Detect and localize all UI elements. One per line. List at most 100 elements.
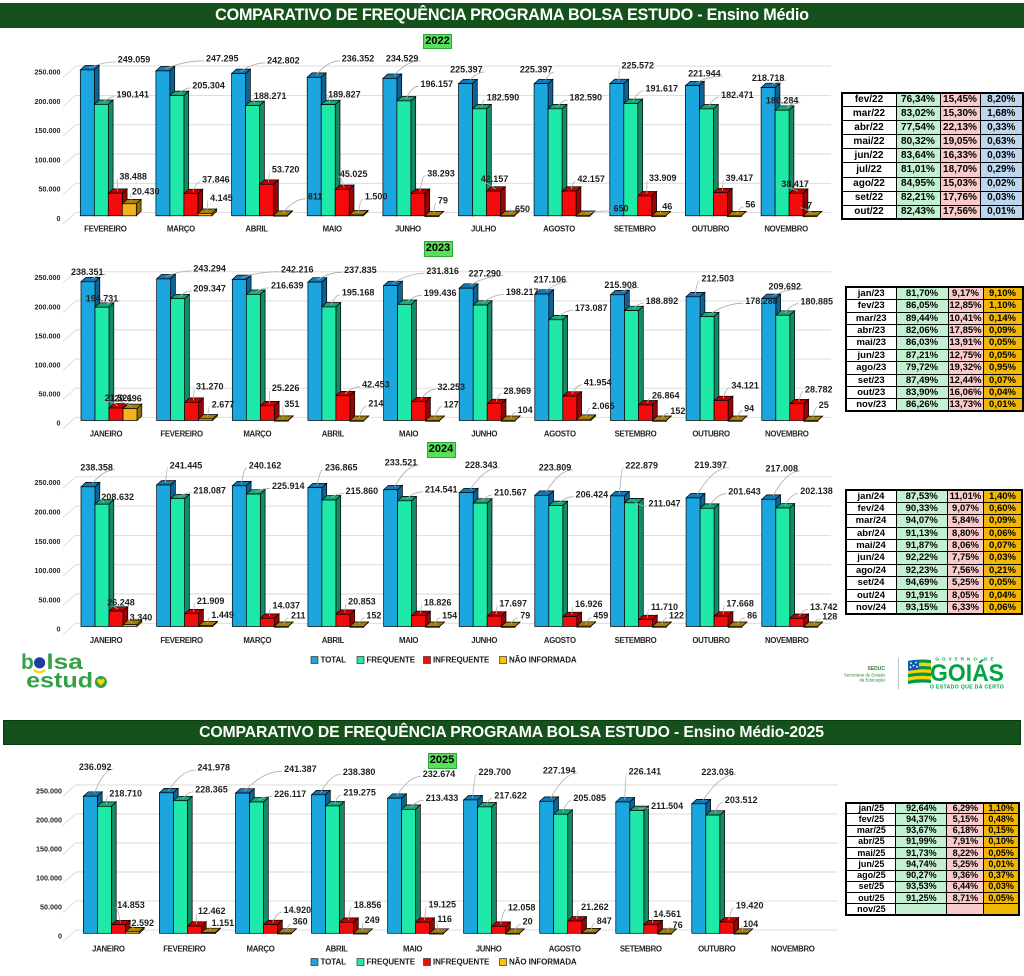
- svg-text:650: 650: [613, 204, 628, 214]
- svg-text:811: 811: [308, 192, 323, 202]
- svg-text:12.058: 12.058: [508, 902, 536, 912]
- svg-text:218.718: 218.718: [752, 73, 785, 83]
- svg-text:JANEIRO: JANEIRO: [92, 945, 125, 954]
- svg-text:238.380: 238.380: [343, 767, 376, 777]
- svg-text:41.954: 41.954: [584, 378, 612, 388]
- svg-text:351: 351: [284, 399, 299, 409]
- svg-text:AGOSTO: AGOSTO: [544, 636, 576, 645]
- svg-text:180.284: 180.284: [766, 95, 799, 105]
- svg-text:SETEMBRO: SETEMBRO: [615, 429, 657, 438]
- svg-text:20: 20: [523, 917, 533, 927]
- svg-text:SEDUC: SEDUC: [867, 666, 885, 672]
- svg-text:1.449: 1.449: [211, 610, 234, 620]
- svg-text:JULHO: JULHO: [471, 225, 496, 234]
- svg-text:45.025: 45.025: [340, 169, 368, 179]
- svg-text:46: 46: [662, 202, 672, 212]
- svg-text:228.365: 228.365: [195, 785, 228, 795]
- svg-text:14.561: 14.561: [653, 909, 681, 919]
- svg-text:38.417: 38.417: [781, 179, 809, 189]
- svg-text:0: 0: [57, 214, 61, 223]
- svg-text:28.969: 28.969: [504, 386, 532, 396]
- svg-text:214: 214: [368, 399, 383, 409]
- svg-text:FEVEREIRO: FEVEREIRO: [84, 225, 127, 234]
- svg-text:182.590: 182.590: [570, 93, 603, 103]
- svg-text:225.397: 225.397: [520, 65, 553, 75]
- svg-text:25.226: 25.226: [272, 383, 300, 393]
- svg-text:NÃO INFORMADA: NÃO INFORMADA: [509, 656, 577, 665]
- svg-text:200.000: 200.000: [36, 815, 62, 824]
- svg-text:TOTAL: TOTAL: [321, 656, 347, 665]
- svg-text:219.397: 219.397: [694, 460, 727, 470]
- svg-text:18.826: 18.826: [424, 598, 452, 608]
- svg-text:31.270: 31.270: [196, 382, 224, 392]
- svg-text:241.978: 241.978: [198, 763, 231, 773]
- svg-text:100.000: 100.000: [35, 155, 61, 164]
- svg-text:NOVEMBRO: NOVEMBRO: [771, 945, 815, 954]
- svg-text:MAIO: MAIO: [399, 429, 418, 438]
- svg-text:NÃO INFORMADA: NÃO INFORMADA: [509, 958, 577, 967]
- svg-text:216.639: 216.639: [271, 281, 304, 291]
- svg-text:26.864: 26.864: [652, 391, 680, 401]
- svg-text:226.117: 226.117: [274, 789, 306, 799]
- svg-text:211: 211: [291, 611, 306, 621]
- svg-text:AGOSTO: AGOSTO: [543, 225, 575, 234]
- svg-text:127: 127: [444, 399, 459, 409]
- svg-text:SETEMBRO: SETEMBRO: [615, 636, 657, 645]
- svg-text:215.860: 215.860: [346, 486, 379, 496]
- svg-text:79: 79: [520, 611, 530, 621]
- svg-text:estud: estud: [26, 670, 93, 693]
- svg-text:243.294: 243.294: [193, 264, 226, 274]
- svg-text:211.047: 211.047: [648, 499, 680, 509]
- svg-text:188.271: 188.271: [254, 91, 287, 101]
- svg-text:178.288: 178.288: [745, 296, 778, 306]
- svg-text:34.121: 34.121: [731, 381, 759, 391]
- svg-text:180.885: 180.885: [801, 296, 834, 306]
- svg-text:JUNHO: JUNHO: [476, 945, 502, 954]
- svg-text:ABRIL: ABRIL: [322, 636, 345, 645]
- svg-text:116: 116: [437, 914, 452, 924]
- svg-text:OUTUBRO: OUTUBRO: [692, 429, 730, 438]
- svg-text:250.000: 250.000: [36, 786, 62, 795]
- svg-text:50.000: 50.000: [39, 390, 61, 399]
- svg-text:200.000: 200.000: [35, 302, 61, 311]
- svg-text:242.216: 242.216: [281, 264, 314, 274]
- svg-text:213.433: 213.433: [426, 793, 459, 803]
- svg-text:0: 0: [57, 419, 61, 428]
- svg-text:39.417: 39.417: [726, 173, 754, 183]
- svg-text:205.085: 205.085: [573, 793, 606, 803]
- svg-text:Secretaria de Estado: Secretaria de Estado: [844, 673, 886, 678]
- svg-text:219.275: 219.275: [343, 788, 376, 798]
- svg-text:150.000: 150.000: [35, 537, 61, 546]
- svg-text:1.500: 1.500: [365, 192, 388, 202]
- svg-text:26.248: 26.248: [107, 597, 135, 607]
- svg-text:241.387: 241.387: [284, 764, 317, 774]
- svg-text:226.141: 226.141: [629, 767, 662, 777]
- svg-text:GOIÁS: GOIÁS: [930, 659, 1004, 687]
- svg-text:NOVEMBRO: NOVEMBRO: [765, 636, 809, 645]
- svg-text:25: 25: [819, 400, 829, 410]
- svg-text:250.000: 250.000: [35, 273, 61, 282]
- svg-text:225.572: 225.572: [622, 61, 655, 71]
- svg-text:94: 94: [744, 403, 754, 413]
- svg-text:173.087: 173.087: [575, 303, 608, 313]
- svg-text:128: 128: [822, 612, 837, 622]
- svg-text:4.145: 4.145: [210, 193, 233, 203]
- svg-text:236.092: 236.092: [79, 762, 112, 772]
- svg-text:208.632: 208.632: [101, 492, 134, 502]
- svg-text:233.521: 233.521: [385, 458, 418, 468]
- svg-text:38.293: 38.293: [427, 168, 455, 178]
- svg-text:MAIO: MAIO: [323, 225, 342, 234]
- svg-text:212.503: 212.503: [702, 274, 735, 284]
- svg-text:249: 249: [365, 915, 380, 925]
- svg-text:206.424: 206.424: [576, 489, 609, 499]
- svg-text:205.304: 205.304: [192, 81, 225, 91]
- svg-text:249.059: 249.059: [118, 55, 151, 65]
- svg-text:209.347: 209.347: [193, 284, 226, 294]
- svg-text:196.157: 196.157: [421, 79, 454, 89]
- svg-text:42.157: 42.157: [481, 174, 509, 184]
- svg-text:18.856: 18.856: [354, 900, 382, 910]
- svg-text:209.692: 209.692: [769, 281, 802, 291]
- svg-text:154: 154: [442, 611, 457, 621]
- svg-text:MARÇO: MARÇO: [243, 636, 271, 645]
- svg-text:14.037: 14.037: [273, 601, 301, 611]
